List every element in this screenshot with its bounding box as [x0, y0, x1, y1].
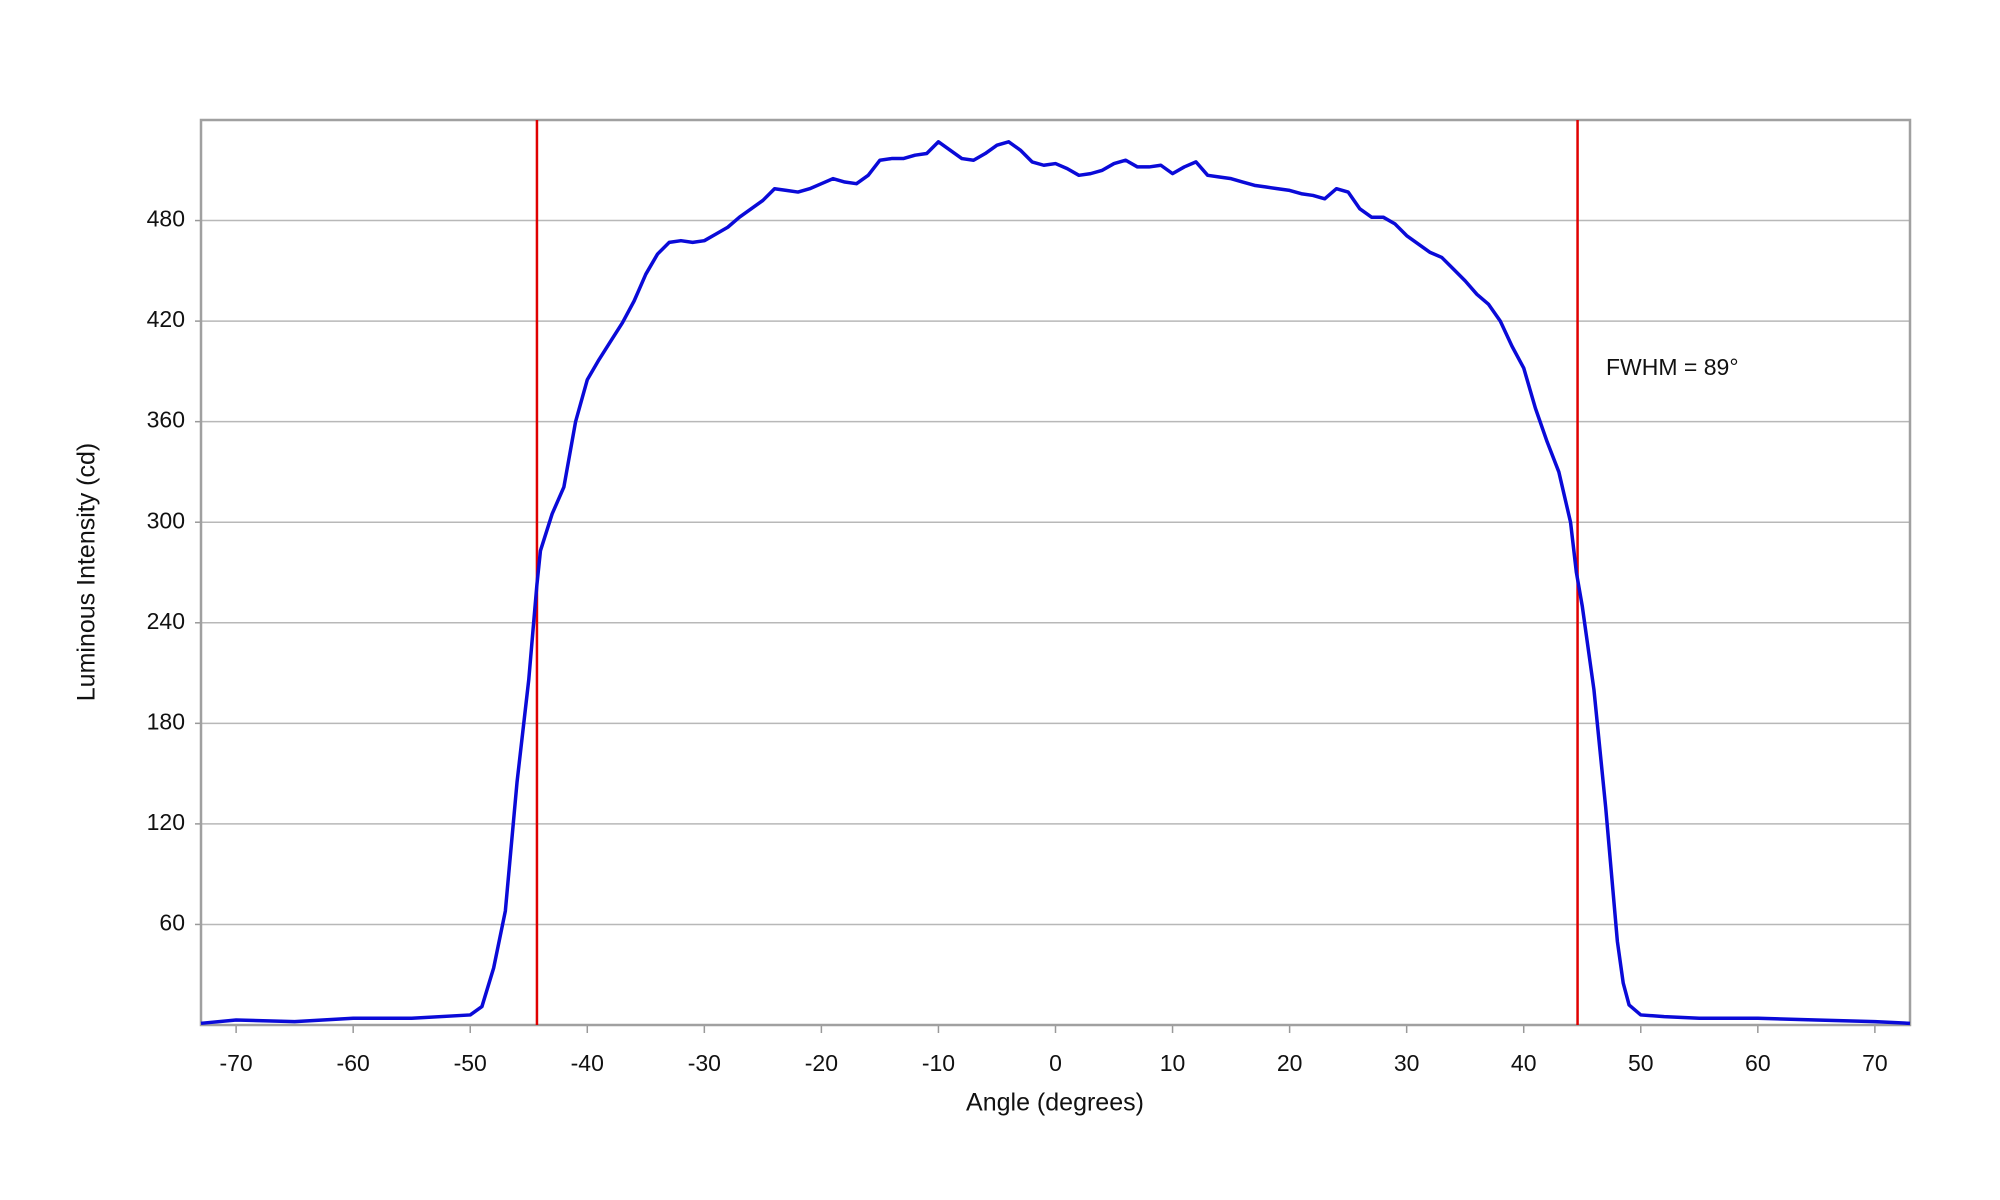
x-tick-label: -50 — [454, 1050, 487, 1076]
y-tick-label: 300 — [147, 507, 185, 533]
y-tick-label: 120 — [147, 809, 185, 835]
x-tick-label: -30 — [688, 1050, 721, 1076]
x-tick-label: 50 — [1628, 1050, 1654, 1076]
x-tick-label: 60 — [1745, 1050, 1771, 1076]
x-tick-label: -70 — [219, 1050, 252, 1076]
x-tick-label: -60 — [337, 1050, 370, 1076]
x-tick-label: 40 — [1511, 1050, 1537, 1076]
y-tick-label: 60 — [159, 910, 185, 936]
x-tick-label: 70 — [1862, 1050, 1888, 1076]
y-tick-label: 420 — [147, 306, 185, 332]
x-tick-label: 20 — [1277, 1050, 1303, 1076]
y-tick-label: 180 — [147, 708, 185, 734]
x-tick-label: -10 — [922, 1050, 955, 1076]
x-tick-label: 10 — [1160, 1050, 1186, 1076]
x-tick-label: -20 — [805, 1050, 838, 1076]
plot-frame — [199, 118, 1912, 1027]
x-axis-title: Angle (degrees) — [966, 1089, 1144, 1117]
x-tick-label: 30 — [1394, 1050, 1420, 1076]
y-tick-label: 360 — [147, 407, 185, 433]
y-axis-title: Luminous Intensity (cd) — [73, 443, 101, 701]
data-line — [200, 140, 1911, 1026]
y-tick-label: 480 — [147, 206, 185, 232]
annotation: FWHM = 89° — [1606, 354, 1739, 380]
y-tick-label: 240 — [147, 608, 185, 634]
x-tick-label: 0 — [1049, 1050, 1062, 1076]
x-tick-label: -40 — [571, 1050, 604, 1076]
